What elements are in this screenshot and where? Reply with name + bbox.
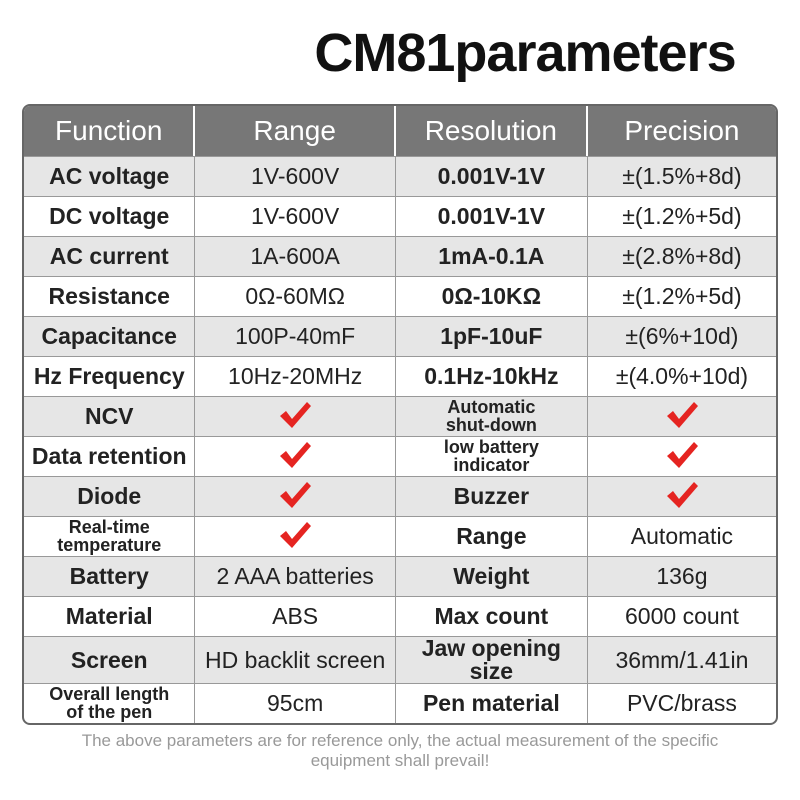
cell: PVC/brass: [587, 683, 776, 723]
check-icon: [280, 481, 312, 508]
cell: 1mA-0.1A: [395, 236, 588, 276]
check-cell: [195, 396, 396, 436]
check-icon: [280, 521, 312, 548]
cell: Screen: [24, 636, 196, 683]
cell: 2 AAA batteries: [195, 556, 396, 596]
check-cell: [587, 396, 776, 436]
cell: ±(1.2%+5d): [587, 196, 776, 236]
cell: 36mm/1.41in: [587, 636, 776, 683]
column-header: Precision: [587, 106, 776, 156]
cell: Diode: [24, 476, 196, 516]
table-row: NCV Automatic shut-down: [24, 396, 776, 436]
column-header: Range: [195, 106, 396, 156]
cell: 1pF-10uF: [395, 316, 588, 356]
cell: Jaw opening size: [395, 636, 588, 683]
table-row: Diode Buzzer: [24, 476, 776, 516]
cell: low battery indicator: [395, 436, 588, 476]
cell: Automatic: [587, 516, 776, 556]
cell: Automatic shut-down: [395, 396, 588, 436]
column-header: Resolution: [395, 106, 588, 156]
cell: HD backlit screen: [195, 636, 396, 683]
cell: 0Ω-10KΩ: [395, 276, 588, 316]
column-header: Function: [24, 106, 196, 156]
cell: ±(1.2%+5d): [587, 276, 776, 316]
cell: Pen material: [395, 683, 588, 723]
cell: Capacitance: [24, 316, 196, 356]
cell: Data retention: [24, 436, 196, 476]
cell: DC voltage: [24, 196, 196, 236]
table-row: Screen HD backlit screen Jaw opening size 3…: [24, 636, 776, 683]
cell: Real-time temperature: [24, 516, 196, 556]
table-row: AC voltage 1V-600V 0.001V-1V ±(1.5%+8d): [24, 156, 776, 196]
title: CM81parameters: [314, 23, 736, 83]
check-icon: [666, 441, 698, 468]
cell: ±(2.8%+8d): [587, 236, 776, 276]
cell: 0.1Hz-10kHz: [395, 356, 588, 396]
cell: 136g: [587, 556, 776, 596]
check-cell: [195, 476, 396, 516]
cell: Buzzer: [395, 476, 588, 516]
header-row: Function Range Resolution Precision: [24, 106, 776, 156]
cell: 0.001V-1V: [395, 196, 588, 236]
cell: Range: [395, 516, 588, 556]
cell: 100P-40mF: [195, 316, 396, 356]
table-row: Material ABS Max count 6000 count: [24, 596, 776, 636]
cell: 95cm: [195, 683, 396, 723]
cell: 1V-600V: [195, 196, 396, 236]
cell: 6000 count: [587, 596, 776, 636]
cell: ±(6%+10d): [587, 316, 776, 356]
cell: 10Hz-20MHz: [195, 356, 396, 396]
cell: NCV: [24, 396, 196, 436]
check-cell: [587, 436, 776, 476]
cell: AC voltage: [24, 156, 196, 196]
table-row: DC voltage 1V-600V 0.001V-1V ±(1.2%+5d): [24, 196, 776, 236]
cell: 0.001V-1V: [395, 156, 588, 196]
cell: Battery: [24, 556, 196, 596]
parameter-table: Function Range Resolution Precision AC volt…: [22, 104, 778, 725]
cell: Overall length of the pen: [24, 683, 196, 723]
check-cell: [587, 476, 776, 516]
cell: 1V-600V: [195, 156, 396, 196]
cell: Max count: [395, 596, 588, 636]
cell: Material: [24, 596, 196, 636]
check-icon: [280, 441, 312, 468]
check-cell: [195, 516, 396, 556]
table-row: Overall length of the pen 95cm Pen materia…: [24, 683, 776, 723]
check-icon: [666, 481, 698, 508]
table-row: Data retention low battery indicator: [24, 436, 776, 476]
cell: Hz Frequency: [24, 356, 196, 396]
table-row: Resistance 0Ω-60MΩ 0Ω-10KΩ ±(1.2%+5d): [24, 276, 776, 316]
cell: 0Ω-60MΩ: [195, 276, 396, 316]
table-row: Hz Frequency 10Hz-20MHz 0.1Hz-10kHz ±(4.0%+…: [24, 356, 776, 396]
table-row: Capacitance 100P-40mF 1pF-10uF ±(6%+10d): [24, 316, 776, 356]
cell: ±(4.0%+10d): [587, 356, 776, 396]
table-row: Battery 2 AAA batteries Weight 136g: [24, 556, 776, 596]
cell: Resistance: [24, 276, 196, 316]
footer-note: The above parameters are for reference o…: [81, 731, 719, 770]
cell: ABS: [195, 596, 396, 636]
check-cell: [195, 436, 396, 476]
cell: 1A-600A: [195, 236, 396, 276]
cell: Weight: [395, 556, 588, 596]
table-row: AC current 1A-600A 1mA-0.1A ±(2.8%+8d): [24, 236, 776, 276]
check-icon: [280, 401, 312, 428]
cell: ±(1.5%+8d): [587, 156, 776, 196]
check-icon: [666, 401, 698, 428]
cell: AC current: [24, 236, 196, 276]
table-row: Real-time temperature Range Automatic: [24, 516, 776, 556]
table-body: AC voltage 1V-600V 0.001V-1V ±(1.5%+8d) DC v…: [24, 156, 776, 723]
